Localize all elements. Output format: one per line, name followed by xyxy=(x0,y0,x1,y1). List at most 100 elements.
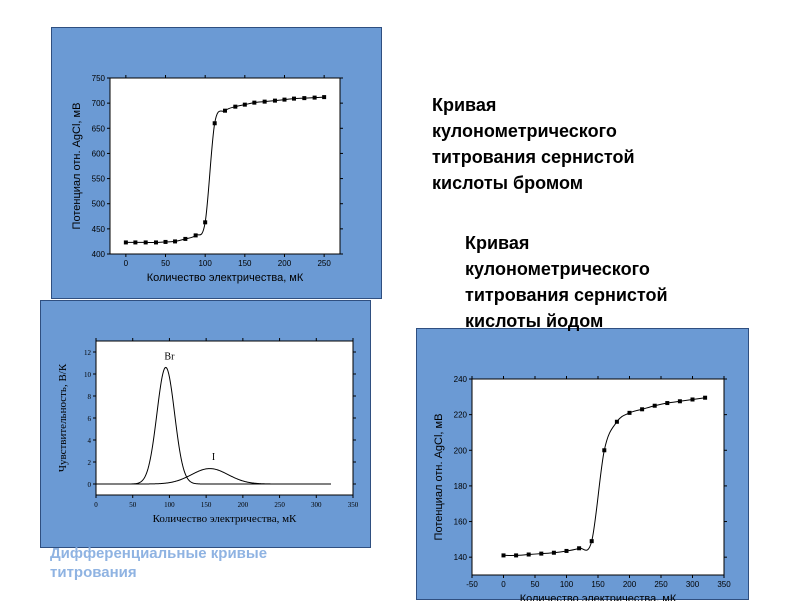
y-tick-label: 220 xyxy=(454,411,468,420)
x-tick-label: 250 xyxy=(317,259,331,268)
plot-area xyxy=(95,340,354,496)
x-tick-label: 200 xyxy=(278,259,292,268)
data-point-marker xyxy=(665,401,670,406)
x-tick-label: 250 xyxy=(654,580,668,589)
data-point-marker xyxy=(302,96,307,101)
differential-curve-i xyxy=(96,468,331,485)
y-tick-label: 200 xyxy=(454,446,468,455)
data-point-marker xyxy=(526,552,531,557)
data-point-marker xyxy=(242,102,247,107)
y-tick-label: 4 xyxy=(88,437,92,445)
y-tick-label: 12 xyxy=(84,349,92,357)
data-point-marker xyxy=(252,100,257,105)
x-tick-label: 100 xyxy=(560,580,574,589)
iodine-caption: Кривая кулонометрического титрования сер… xyxy=(465,233,668,331)
bromine-titration-panel: 0 50 100 150 200 250 400 450 500 550 600 650 700 750 К… xyxy=(51,27,382,299)
x-tick-label: 100 xyxy=(164,501,175,509)
bromine-caption: Кривая кулонометрического титрования сер… xyxy=(432,95,635,193)
y-tick-label: 0 xyxy=(88,481,92,489)
x-tick-label: 50 xyxy=(129,501,137,509)
data-point-marker xyxy=(272,98,277,103)
y-tick-label: 700 xyxy=(92,99,106,108)
differential-curves-panel: 0 50 100 150 200 250 300 350 0 2 4 6 8 10 12 Количество… xyxy=(40,300,371,548)
x-tick-label: 150 xyxy=(201,501,212,509)
x-tick-label: 300 xyxy=(686,580,700,589)
data-point-marker xyxy=(233,104,238,109)
data-point-marker xyxy=(577,546,582,551)
x-tick-label: 0 xyxy=(94,501,98,509)
peak-annotation: Br xyxy=(164,352,175,363)
y-axis-label: Чувствительность, В/К xyxy=(57,363,69,472)
data-point-marker xyxy=(312,95,317,100)
y-tick-label: 160 xyxy=(454,518,468,527)
y-tick-label: 650 xyxy=(92,124,106,133)
data-point-marker xyxy=(123,240,128,245)
data-point-marker xyxy=(223,108,227,113)
y-tick-label: 8 xyxy=(88,393,92,401)
x-tick-label: 0 xyxy=(124,259,129,268)
x-tick-label: 150 xyxy=(591,580,605,589)
x-tick-label: 50 xyxy=(161,259,170,268)
bromine-titration-chart: 0 50 100 150 200 250 400 450 500 550 600 650 700 750 К… xyxy=(71,74,343,284)
data-point-marker xyxy=(193,233,198,238)
differential-titration-chart: 0 50 100 150 200 250 300 350 0 2 4 6 8 10 12 Количество… xyxy=(57,338,359,525)
x-tick-label: 200 xyxy=(238,501,249,509)
y-tick-label: 140 xyxy=(454,553,468,562)
x-axis-label: Количество электричества, мК xyxy=(520,593,677,601)
y-tick-label: 750 xyxy=(92,74,106,83)
data-point-marker xyxy=(652,403,657,408)
y-tick-label: 180 xyxy=(454,482,468,491)
data-point-marker xyxy=(322,95,327,100)
y-tick-label: 6 xyxy=(88,415,92,423)
data-point-marker xyxy=(589,539,594,544)
y-tick-label: 550 xyxy=(92,175,106,184)
x-tick-label: 300 xyxy=(311,501,322,509)
data-point-marker xyxy=(514,553,519,558)
data-point-marker xyxy=(133,240,138,245)
y-tick-label: 500 xyxy=(92,200,106,209)
data-point-marker xyxy=(203,220,208,225)
data-point-marker xyxy=(602,448,607,453)
y-axis-label: Потенциал отн. AgCl, мВ xyxy=(71,103,83,230)
y-tick-label: 2 xyxy=(88,459,92,467)
data-point-marker xyxy=(183,236,188,241)
iodine-titration-chart: -50 0 50 100 150 200 250 300 350 140 160 180 200 220 2… xyxy=(433,375,731,601)
data-point-marker xyxy=(703,395,708,400)
iodine-titration-panel: -50 0 50 100 150 200 250 300 350 140 160 180 200 220 2… xyxy=(416,328,749,601)
data-point-marker xyxy=(501,553,506,558)
x-tick-label: 250 xyxy=(274,501,285,509)
differential-caption: Дифференциальные кривые титрования xyxy=(50,545,268,581)
data-point-marker xyxy=(163,239,168,244)
plot-area xyxy=(471,378,725,576)
data-point-marker xyxy=(143,240,148,245)
x-tick-label: 350 xyxy=(717,580,731,589)
y-tick-label: 400 xyxy=(92,250,106,259)
data-point-marker xyxy=(551,550,556,555)
data-point-marker xyxy=(677,399,682,404)
x-axis-label: Количество электричества, мК xyxy=(153,513,297,525)
x-tick-label: 100 xyxy=(198,259,212,268)
x-tick-label: 200 xyxy=(623,580,637,589)
y-tick-label: 450 xyxy=(92,225,106,234)
data-point-marker xyxy=(173,239,178,244)
data-point-marker xyxy=(292,96,296,101)
data-point-marker xyxy=(282,97,287,102)
data-point-marker xyxy=(262,99,267,104)
data-point-marker xyxy=(640,407,645,412)
x-tick-label: 350 xyxy=(348,501,359,509)
data-point-marker xyxy=(154,240,158,245)
data-point-marker xyxy=(539,551,544,556)
data-point-marker xyxy=(564,548,569,553)
x-tick-label: 0 xyxy=(501,580,506,589)
y-tick-label: 600 xyxy=(92,149,106,158)
data-point-marker xyxy=(627,410,632,415)
peak-annotation: I xyxy=(212,452,215,463)
x-tick-label: -50 xyxy=(466,580,478,589)
data-point-marker xyxy=(690,397,695,402)
y-tick-label: 240 xyxy=(454,375,468,384)
x-axis-label: Количество электричества, мК xyxy=(147,272,304,284)
plot-area xyxy=(109,77,341,255)
data-point-marker xyxy=(614,419,619,424)
y-tick-label: 10 xyxy=(84,371,92,379)
x-tick-label: 150 xyxy=(238,259,252,268)
